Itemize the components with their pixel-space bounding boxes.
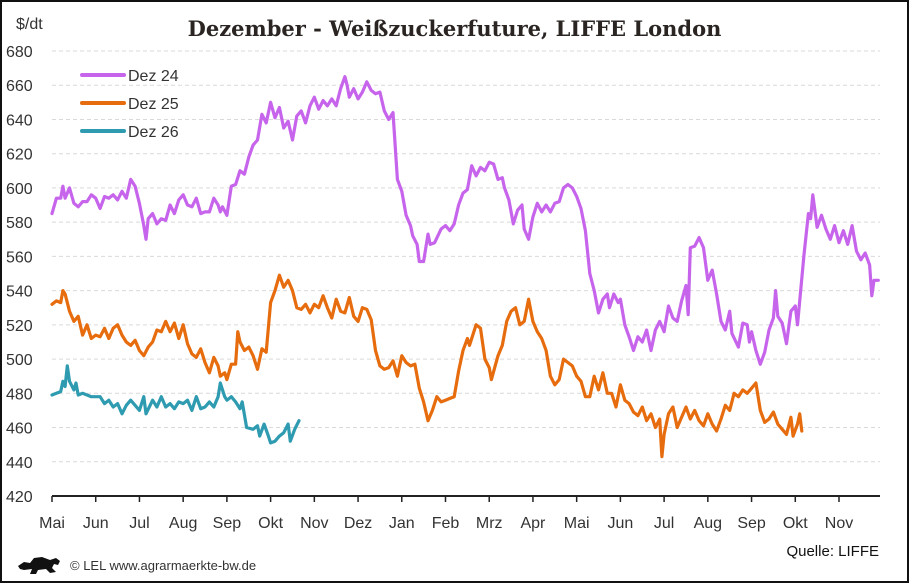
- x-tick-label: Apr: [520, 515, 546, 532]
- y-tick-label: 680: [6, 44, 33, 61]
- x-tick-label: Dez: [344, 515, 372, 532]
- series-lines: [50, 75, 880, 459]
- x-tick-label: Sep: [737, 515, 766, 532]
- x-tick-label: Nov: [300, 515, 328, 532]
- y-tick-label: 580: [6, 215, 33, 232]
- y-tick-label: 640: [6, 112, 33, 129]
- x-tick-label: Okt: [783, 515, 808, 532]
- series-line-dez-26: [50, 364, 301, 445]
- x-tick-label: Okt: [258, 515, 283, 532]
- source-label: Quelle: LIFFE: [786, 543, 879, 560]
- y-axis-ticks: 420 440 460 480 500 520 540 560 580 600 620 640 660 6…: [6, 44, 33, 506]
- x-tick-label: Sep: [213, 515, 242, 532]
- x-tick-label: Aug: [169, 515, 197, 532]
- y-tick-label: 460: [6, 421, 33, 438]
- y-tick-label: 660: [6, 78, 33, 95]
- y-tick-label: 560: [6, 249, 33, 266]
- legend-label: Dez 24: [128, 68, 179, 85]
- x-tick-label: Mrz: [476, 515, 503, 532]
- y-tick-label: 500: [6, 352, 33, 369]
- legend-label: Dez 26: [128, 124, 179, 141]
- y-tick-label: 540: [6, 284, 33, 301]
- x-tick-label: Jun: [83, 515, 109, 532]
- y-tick-label: 620: [6, 147, 33, 164]
- gridlines: [52, 50, 880, 463]
- x-tick-label: Jun: [607, 515, 633, 532]
- y-tick-label: 480: [6, 386, 33, 403]
- x-tick-label: Aug: [694, 515, 722, 532]
- series-line-dez-24: [50, 75, 880, 366]
- x-tick-label: Nov: [825, 515, 853, 532]
- x-axis: Mai Jun Jul Aug Sep Okt Nov Dez Jan Feb Mrz Apr Mai J…: [39, 495, 880, 532]
- x-tick-label: Jul: [129, 515, 149, 532]
- y-tick-label: 600: [6, 181, 33, 198]
- x-tick-label: Mai: [39, 515, 65, 532]
- y-axis-unit-label: $/dt: [16, 16, 43, 33]
- legend-label: Dez 25: [128, 96, 179, 113]
- x-tick-label: Feb: [432, 515, 460, 532]
- x-tick-label: Jan: [389, 515, 415, 532]
- y-tick-label: 520: [6, 318, 33, 335]
- series-line-dez-25: [50, 273, 804, 459]
- y-tick-label: 420: [6, 489, 33, 506]
- legend: Dez 24 Dez 25 Dez 26: [80, 68, 179, 141]
- y-tick-label: 440: [6, 455, 33, 472]
- x-tick-label: Mai: [564, 515, 590, 532]
- x-tick-label: Jul: [654, 515, 674, 532]
- copyright-text: © LEL www.agrarmaerkte-bw.de: [70, 558, 257, 573]
- lion-emblem-icon: [18, 557, 60, 574]
- chart-title: Dezember - Weißzuckerfuture, LIFFE Londo…: [187, 16, 722, 41]
